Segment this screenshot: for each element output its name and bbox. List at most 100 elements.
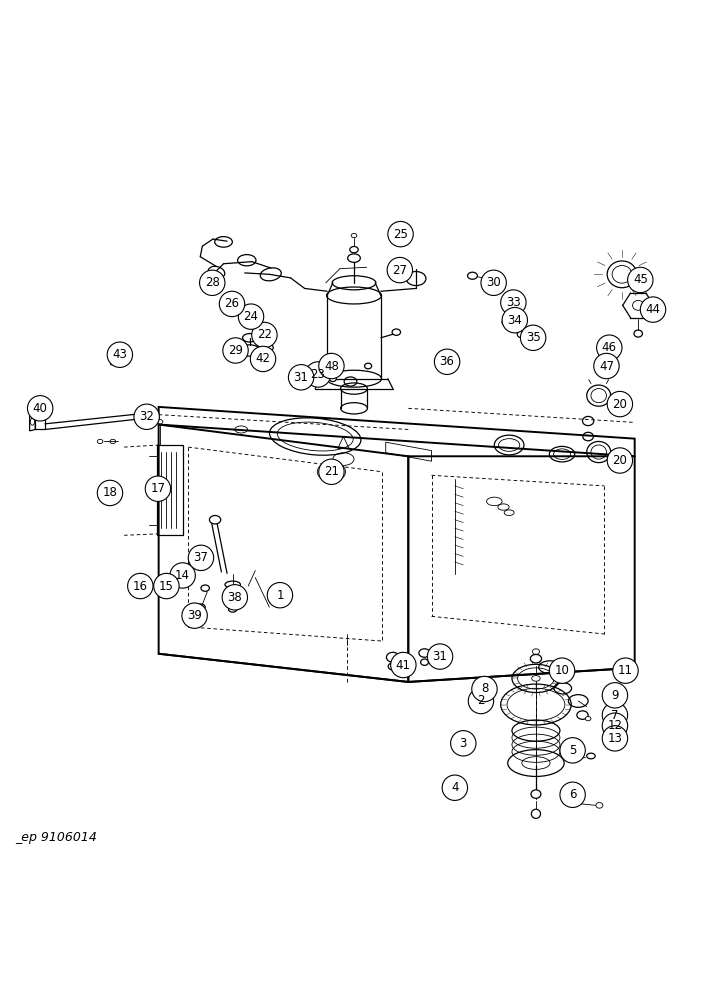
Circle shape xyxy=(613,658,638,683)
Circle shape xyxy=(223,338,249,363)
Circle shape xyxy=(603,683,627,708)
Text: 13: 13 xyxy=(607,732,622,745)
Circle shape xyxy=(442,775,467,800)
Text: 26: 26 xyxy=(224,297,239,310)
Text: 35: 35 xyxy=(526,331,540,344)
Circle shape xyxy=(319,459,344,484)
Ellipse shape xyxy=(351,233,357,238)
Ellipse shape xyxy=(632,300,644,310)
Text: 42: 42 xyxy=(256,352,270,365)
Text: 10: 10 xyxy=(554,664,569,677)
Text: 41: 41 xyxy=(396,659,411,672)
Circle shape xyxy=(319,353,344,379)
Circle shape xyxy=(468,688,493,714)
Text: 30: 30 xyxy=(486,276,501,289)
Circle shape xyxy=(627,267,653,293)
Ellipse shape xyxy=(157,420,163,424)
Circle shape xyxy=(222,585,248,610)
Circle shape xyxy=(502,307,527,333)
Text: 34: 34 xyxy=(508,314,523,327)
Ellipse shape xyxy=(586,717,591,721)
Circle shape xyxy=(288,365,314,390)
Text: 2: 2 xyxy=(477,694,485,707)
Text: 20: 20 xyxy=(612,454,627,467)
Text: 22: 22 xyxy=(257,328,272,341)
Circle shape xyxy=(640,297,666,322)
Circle shape xyxy=(188,545,214,571)
Text: 8: 8 xyxy=(481,682,488,695)
Circle shape xyxy=(154,573,179,599)
Text: _ep 9106014: _ep 9106014 xyxy=(16,831,98,844)
Text: 46: 46 xyxy=(602,341,617,354)
Text: 12: 12 xyxy=(607,719,622,732)
Circle shape xyxy=(127,573,153,599)
Circle shape xyxy=(607,448,632,473)
Text: 6: 6 xyxy=(569,788,576,801)
Text: 48: 48 xyxy=(324,360,339,373)
Ellipse shape xyxy=(518,331,527,338)
Text: 1: 1 xyxy=(276,589,284,602)
Text: 29: 29 xyxy=(228,344,243,357)
Circle shape xyxy=(603,713,627,738)
Ellipse shape xyxy=(532,809,540,818)
Circle shape xyxy=(391,652,416,678)
Circle shape xyxy=(387,257,413,283)
Text: 15: 15 xyxy=(159,580,174,593)
Circle shape xyxy=(305,362,331,387)
Circle shape xyxy=(607,391,632,417)
Text: 14: 14 xyxy=(175,569,190,582)
Ellipse shape xyxy=(467,272,477,279)
Circle shape xyxy=(134,404,159,429)
Circle shape xyxy=(267,583,292,608)
Ellipse shape xyxy=(198,612,204,617)
Circle shape xyxy=(428,644,452,669)
Ellipse shape xyxy=(229,606,237,612)
Text: 18: 18 xyxy=(103,486,118,499)
Text: 17: 17 xyxy=(150,482,166,495)
Ellipse shape xyxy=(388,663,397,670)
Circle shape xyxy=(28,396,53,421)
Text: 20: 20 xyxy=(612,398,627,411)
Ellipse shape xyxy=(350,246,358,253)
Circle shape xyxy=(252,322,277,348)
Circle shape xyxy=(107,342,132,367)
Text: 44: 44 xyxy=(646,303,661,316)
Text: 9: 9 xyxy=(611,689,619,702)
Circle shape xyxy=(200,270,225,295)
Circle shape xyxy=(182,603,207,628)
Text: 23: 23 xyxy=(311,368,326,381)
Ellipse shape xyxy=(210,516,221,524)
Circle shape xyxy=(450,731,476,756)
Circle shape xyxy=(239,304,264,329)
Ellipse shape xyxy=(530,654,542,663)
Text: 31: 31 xyxy=(433,650,447,663)
Text: 47: 47 xyxy=(599,360,614,373)
Circle shape xyxy=(481,270,506,295)
Ellipse shape xyxy=(531,790,541,798)
Text: 4: 4 xyxy=(451,781,459,794)
Circle shape xyxy=(520,325,546,350)
Text: 16: 16 xyxy=(133,580,148,593)
Ellipse shape xyxy=(392,329,401,335)
Text: 5: 5 xyxy=(569,744,576,757)
Circle shape xyxy=(435,349,459,374)
Text: 11: 11 xyxy=(618,664,633,677)
Circle shape xyxy=(388,221,413,247)
Circle shape xyxy=(145,476,171,501)
Circle shape xyxy=(170,563,195,588)
Text: 32: 32 xyxy=(139,410,154,423)
Text: 45: 45 xyxy=(633,273,648,286)
Ellipse shape xyxy=(596,803,603,808)
Ellipse shape xyxy=(532,676,540,681)
Ellipse shape xyxy=(421,659,428,665)
Circle shape xyxy=(560,738,586,763)
Text: 7: 7 xyxy=(611,709,619,722)
Text: 3: 3 xyxy=(459,737,467,750)
Circle shape xyxy=(594,353,620,379)
Ellipse shape xyxy=(365,363,372,369)
Text: 39: 39 xyxy=(187,609,202,622)
Ellipse shape xyxy=(30,418,35,425)
Circle shape xyxy=(251,346,275,372)
Text: 28: 28 xyxy=(205,276,219,289)
Ellipse shape xyxy=(329,376,336,382)
